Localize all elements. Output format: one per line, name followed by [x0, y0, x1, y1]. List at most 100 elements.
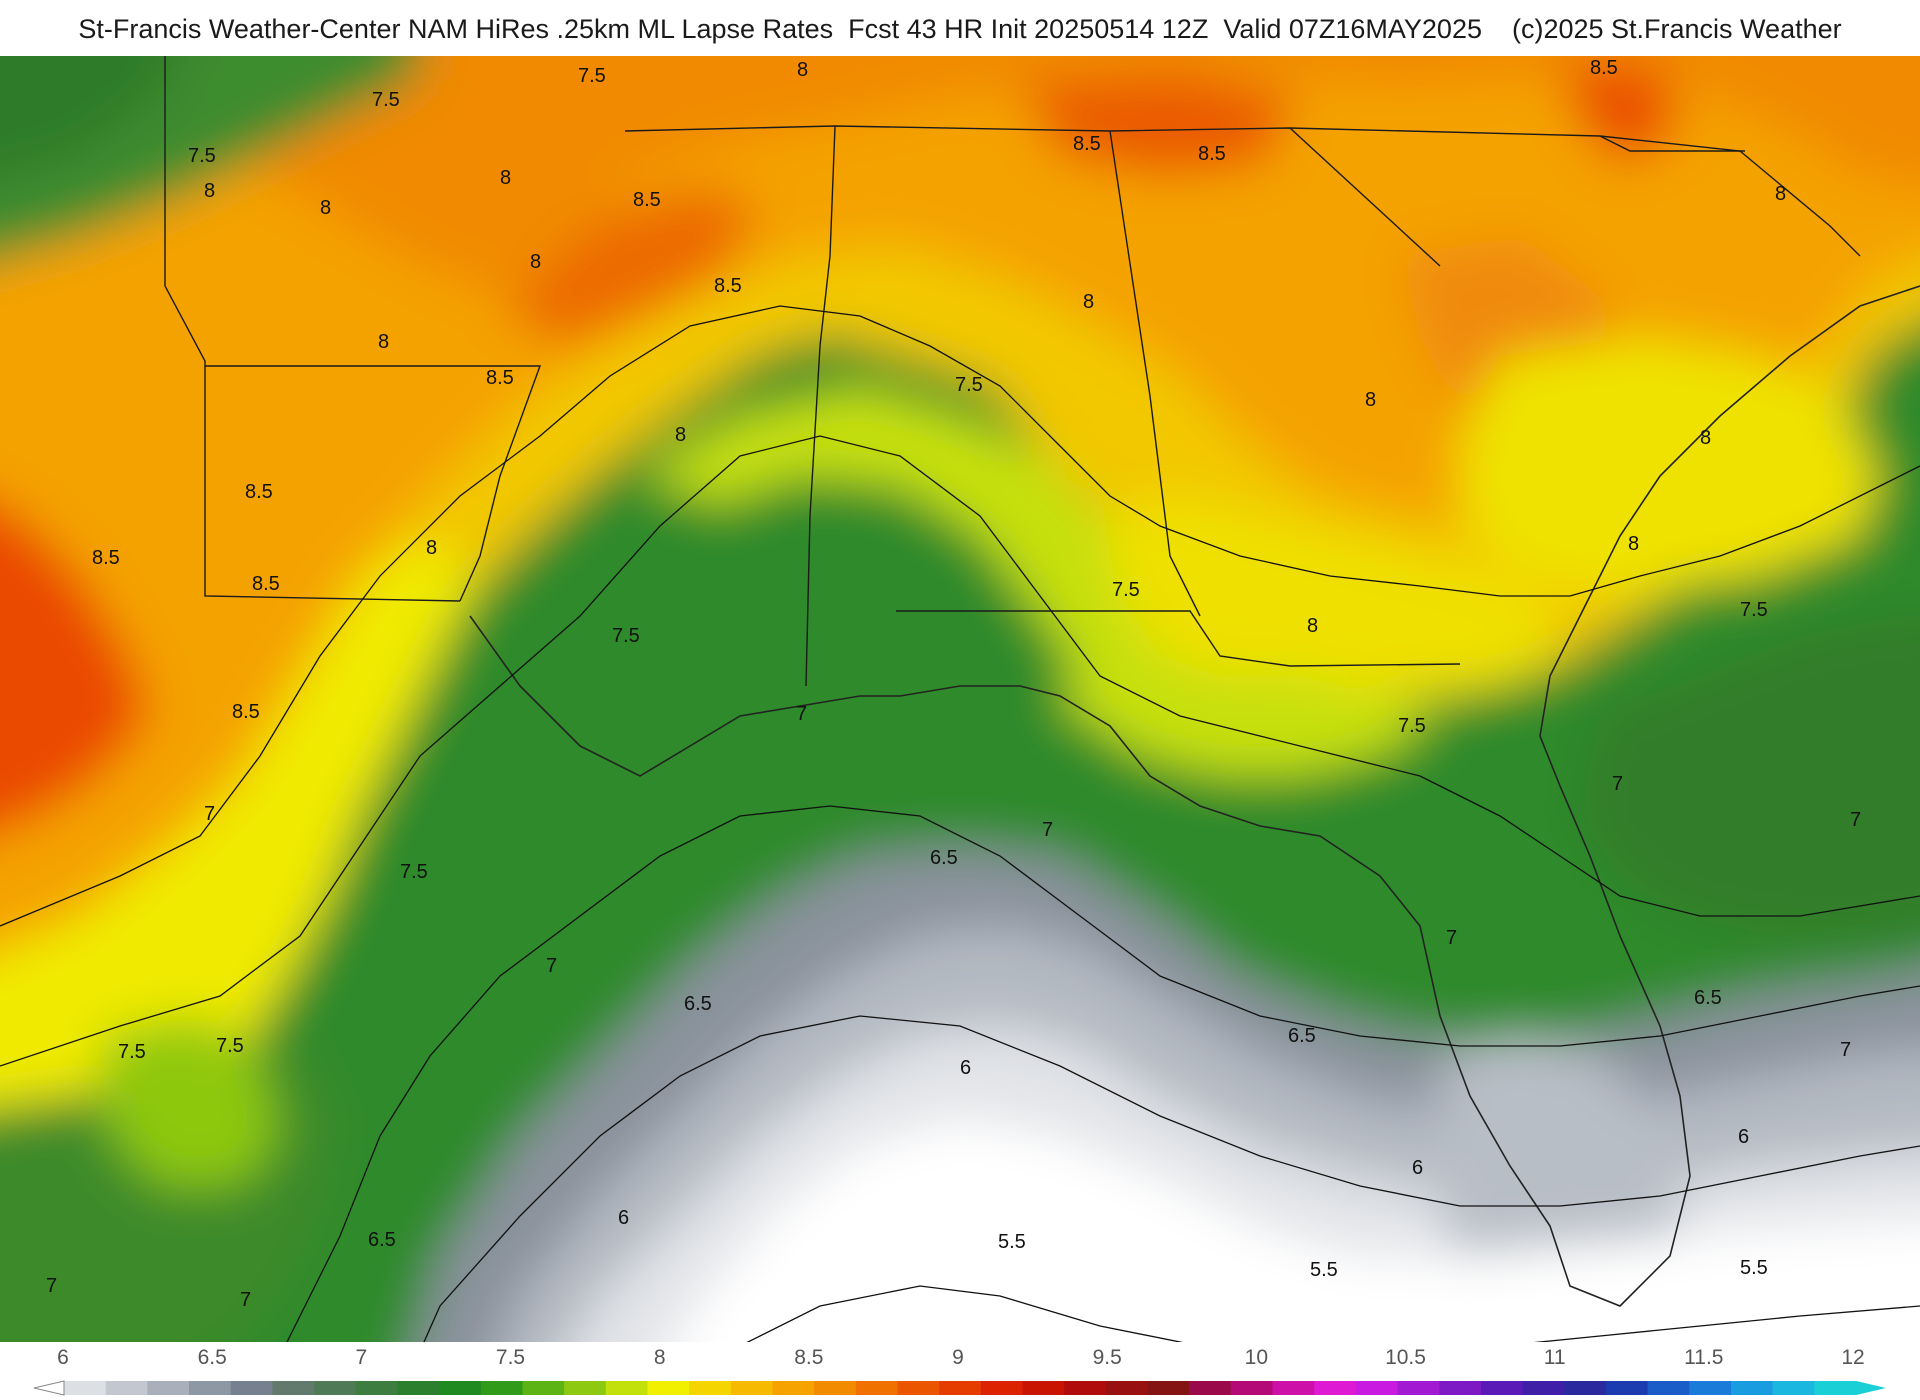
contour-label: 6.5: [684, 993, 712, 1015]
legend-swatch: [64, 1381, 107, 1395]
contour-label: 8.5: [1198, 143, 1226, 165]
legend-swatch: [897, 1381, 940, 1395]
contour-label: 8.5: [232, 701, 260, 723]
shaded-field: [0, 56, 1920, 1342]
legend-tick-label: 10: [1245, 1346, 1268, 1369]
color-scale-legend: 6 6.5 7 7.5 8 8.5 9 9.5 10 10.5 11 11.5 12: [0, 1342, 1920, 1400]
contour-label: 8: [1083, 291, 1094, 313]
contour-label: 7: [1446, 927, 1457, 949]
legend-tick-label: 9.5: [1093, 1346, 1122, 1369]
contour-label: 7: [204, 803, 215, 825]
legend-swatch: [105, 1381, 148, 1395]
contour-label: 8.5: [633, 189, 661, 211]
legend-tick-label: 11: [1544, 1346, 1566, 1369]
legend-tick-label: 8: [654, 1346, 666, 1369]
state-borders: [164, 56, 1861, 687]
contour-label: 7: [240, 1289, 251, 1311]
legend-tick-label: 6.5: [198, 1346, 227, 1369]
legend-tick-label: 12: [1841, 1346, 1864, 1369]
map-canvas: 7.5 7.5 7.5 8 8 8 8 8 8.5 8.5 8.5 8.5 8.…: [0, 56, 1920, 1342]
contour-label: 7: [796, 703, 807, 725]
legend-swatch: [522, 1381, 565, 1395]
contour-label: 8: [797, 59, 808, 81]
contour-label: 8.5: [252, 573, 280, 595]
contour-lines: [0, 305, 1920, 1342]
legend-tick-label: 9: [952, 1346, 964, 1369]
contour-label: 8.5: [1073, 133, 1101, 155]
legend-tick-label: 7: [355, 1346, 367, 1369]
legend-swatch: [1564, 1381, 1607, 1395]
contour-label: 8: [1700, 427, 1711, 449]
contour-label: 7: [1612, 773, 1623, 795]
contour-label: 5.5: [1310, 1259, 1338, 1281]
contour-label: 6.5: [1288, 1025, 1316, 1047]
contour-label: 8: [204, 180, 215, 202]
contour-label: 7: [1840, 1039, 1851, 1061]
contour-label: 7.5: [216, 1035, 244, 1057]
legend-swatch: [1522, 1381, 1565, 1395]
contour-label: 7: [46, 1275, 57, 1297]
legend-swatch: [397, 1381, 440, 1395]
legend-swatch: [1730, 1381, 1774, 1395]
legend-swatch: [772, 1381, 815, 1395]
legend-swatch: [1272, 1381, 1315, 1395]
contour-label: 7.5: [372, 89, 400, 111]
legend-swatch: [230, 1381, 273, 1395]
legend-tick-label: 7.5: [496, 1346, 525, 1369]
contour-label: 8.5: [714, 275, 742, 297]
legend-swatch: [980, 1381, 1024, 1395]
legend-swatch: [730, 1381, 774, 1395]
contour-label: 7: [1042, 819, 1053, 841]
contour-label: 7.5: [955, 374, 983, 396]
legend-canvas: 6 6.5 7 7.5 8 8.5 9 9.5 10 10.5 11 11.5 12: [33, 1346, 1886, 1396]
contour-label: 5.5: [1740, 1257, 1768, 1279]
legend-tick-label: 10.5: [1385, 1346, 1426, 1369]
contour-label: 7: [546, 955, 557, 977]
contour-label: 7.5: [118, 1041, 146, 1063]
legend-swatch: [1397, 1381, 1440, 1395]
contour-label: 8: [320, 197, 331, 219]
legend-swatch: [147, 1381, 190, 1395]
legend-swatch: [1105, 1381, 1149, 1395]
legend-arrow-left: [33, 1380, 65, 1396]
legend-tick-label: 8.5: [794, 1346, 823, 1369]
legend-swatch: [439, 1381, 482, 1395]
contour-label: 6: [1412, 1157, 1423, 1179]
legend-swatch: [1480, 1381, 1524, 1395]
contour-label: 7.5: [1112, 579, 1140, 601]
coastline: [469, 285, 1920, 1307]
legend-swatch: [564, 1381, 607, 1395]
legend-swatch: [480, 1381, 524, 1395]
legend-swatch: [1772, 1381, 1815, 1395]
contour-label: 8: [426, 537, 437, 559]
legend-swatch: [1022, 1381, 1065, 1395]
legend-swatch: [1064, 1381, 1107, 1395]
contour-label: 8: [1775, 183, 1786, 205]
lapse-rate-map[interactable]: 7.5 7.5 7.5 8 8 8 8 8 8.5 8.5 8.5 8.5 8.…: [0, 56, 1920, 1342]
legend-swatch: [647, 1381, 690, 1395]
legend-swatch: [939, 1381, 982, 1395]
contour-label: 6.5: [368, 1229, 396, 1251]
legend-swatch: [272, 1381, 315, 1395]
contour-label: 8: [378, 331, 389, 353]
title-bar: St-Francis Weather-Center NAM HiRes .25k…: [0, 0, 1920, 56]
legend-swatch: [1230, 1381, 1274, 1395]
contour-label: 8: [1307, 615, 1318, 637]
legend-swatch: [1439, 1381, 1482, 1395]
legend-swatch: [1189, 1381, 1232, 1395]
legend-swatch: [1814, 1381, 1857, 1395]
contour-label: 5.5: [998, 1231, 1026, 1253]
legend-swatch: [1647, 1381, 1690, 1395]
contour-label: 8: [1628, 533, 1639, 555]
contour-label: 6: [960, 1057, 971, 1079]
contour-label: 6.5: [930, 847, 958, 869]
legend-swatch: [1689, 1381, 1732, 1395]
legend-swatch: [189, 1381, 232, 1395]
contour-label: 8.5: [92, 547, 120, 569]
legend-tick-label: 6: [57, 1346, 69, 1369]
contour-label: 7.5: [400, 861, 428, 883]
contour-label: 6: [618, 1207, 629, 1229]
legend-swatch: [314, 1381, 357, 1395]
contour-label: 8: [675, 424, 686, 446]
contour-label: 8: [500, 167, 511, 189]
